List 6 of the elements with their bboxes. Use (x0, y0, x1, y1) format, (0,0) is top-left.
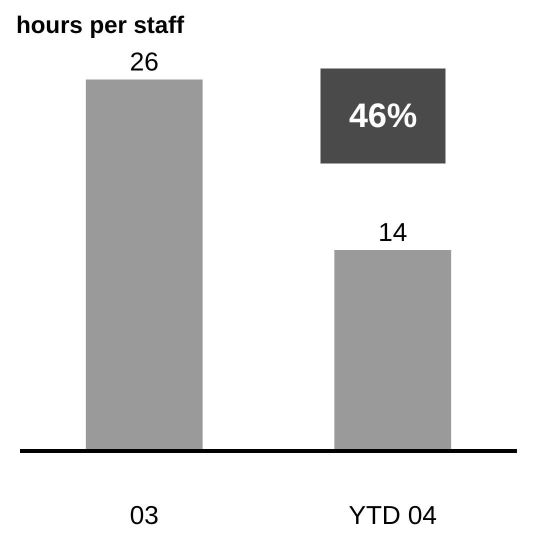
chart-title: hours per staff (16, 12, 186, 40)
annotation: 46% (349, 97, 418, 135)
data-label: 14 (378, 217, 408, 248)
data-label: 26 (130, 46, 159, 76)
x-tick-label: YTD 04 (348, 500, 437, 530)
x-tick-label: 03 (130, 500, 159, 530)
